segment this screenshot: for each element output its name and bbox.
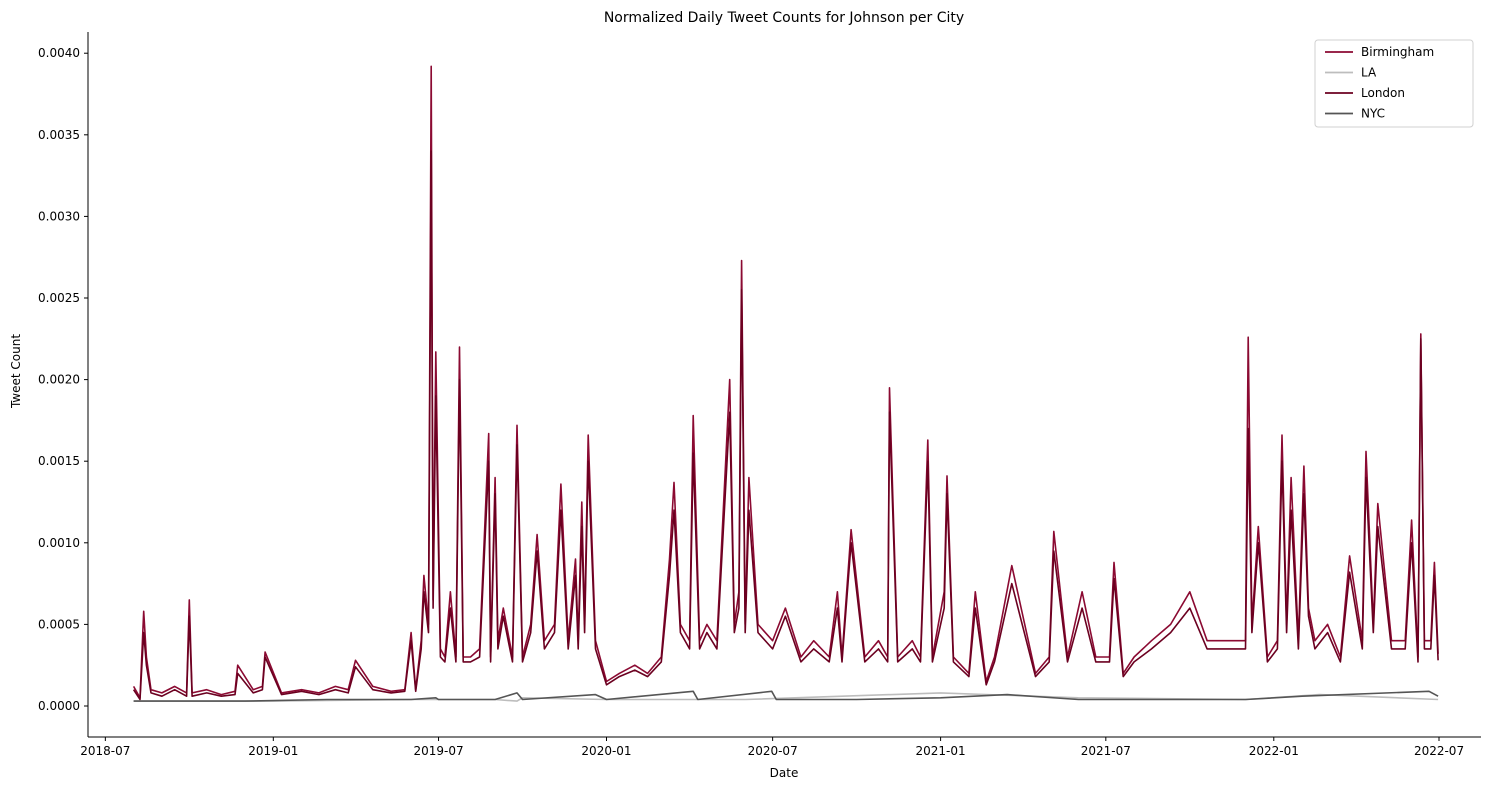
y-tick-label: 0.0015	[38, 454, 80, 468]
legend-entry: Birmingham	[1361, 45, 1434, 59]
y-tick-label: 0.0025	[38, 291, 80, 305]
series-line-nyc	[134, 691, 1439, 701]
x-tick-label: 2020-01	[581, 744, 631, 758]
y-tick-label: 0.0030	[38, 209, 80, 223]
y-axis-label: Tweet Count	[9, 334, 23, 409]
x-tick-label: 2021-07	[1081, 744, 1131, 758]
y-tick-label: 0.0020	[38, 373, 80, 387]
x-tick-label: 2021-01	[916, 744, 966, 758]
y-tick-label: 0.0000	[38, 699, 80, 713]
x-tick-label: 2018-07	[80, 744, 130, 758]
x-tick-label: 2022-01	[1249, 744, 1299, 758]
x-tick-label: 2022-07	[1414, 744, 1464, 758]
x-tick-label: 2020-07	[748, 744, 798, 758]
x-axis-label: Date	[770, 766, 799, 780]
legend-entry: London	[1361, 86, 1405, 100]
y-tick-label: 0.0035	[38, 128, 80, 142]
x-tick-label: 2019-01	[248, 744, 298, 758]
legend-entry: NYC	[1361, 107, 1385, 121]
series-lines	[134, 66, 1439, 701]
legend: Birmingham LA London NYC	[1315, 40, 1473, 127]
y-tick-label: 0.0005	[38, 617, 80, 631]
chart-title: Normalized Daily Tweet Counts for Johnso…	[604, 10, 964, 26]
series-line-london	[134, 151, 1439, 699]
y-tick-label: 0.0010	[38, 536, 80, 550]
series-line-birmingham	[134, 66, 1439, 698]
y-tick-label: 0.0040	[38, 46, 80, 60]
axes: 0.0000 0.0005 0.0010 0.0015 0.0020 0.0025 0.00…	[38, 32, 1481, 758]
x-tick-label: 2019-07	[413, 744, 463, 758]
legend-entry: LA	[1361, 66, 1377, 80]
